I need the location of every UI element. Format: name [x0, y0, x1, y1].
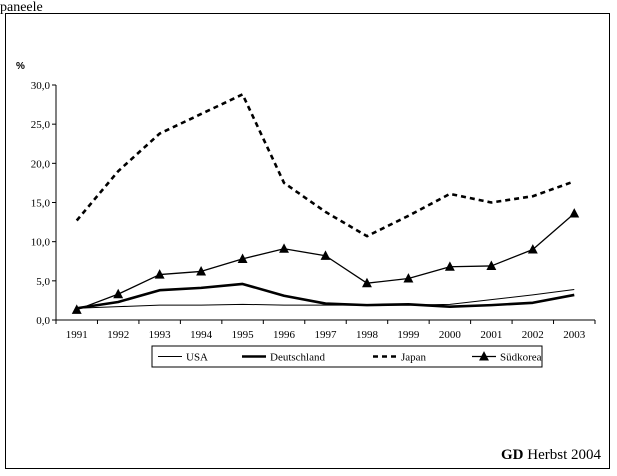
- series-line-japan: [75, 93, 575, 238]
- chart-frame: [5, 13, 610, 469]
- x-tick-label: 1994: [190, 329, 213, 341]
- source-note: GD Herbst 2004: [501, 447, 601, 464]
- x-tick-label: 1999: [397, 329, 420, 341]
- series-marker-s-dkorea: [113, 288, 124, 299]
- legend-box: [151, 345, 543, 368]
- series-marker-s-dkorea: [154, 269, 165, 279]
- x-tick-label: 1993: [149, 329, 172, 341]
- series-marker-s-dkorea: [486, 260, 497, 270]
- source-brand: GD: [501, 447, 524, 463]
- x-tick-label: 2000: [439, 329, 462, 341]
- series-line-deutschland: [76, 282, 575, 310]
- series-line-s-dkorea: [76, 212, 575, 311]
- chart-series: [71, 93, 580, 314]
- legend-label-usa: USA: [186, 352, 208, 364]
- y-tick-label: 15,0: [31, 198, 51, 210]
- x-tick-label: 2002: [522, 329, 544, 341]
- y-tick-label: 20,0: [31, 158, 51, 170]
- y-tick-label: 25,0: [31, 119, 51, 131]
- header-text: paneele: [0, 0, 43, 15]
- chart-axes: 0,0 5,0 10,0 15,0 20,0 25,0 30,0 1991 1992 1993 19…: [31, 80, 596, 341]
- y-tick-label: 30,0: [31, 80, 51, 92]
- series-marker-s-dkorea: [320, 250, 331, 260]
- legend-marker-s-dkorea: [479, 351, 489, 361]
- x-tick-label: 1998: [356, 329, 379, 341]
- series-marker-s-dkorea: [237, 253, 248, 263]
- series-marker-s-dkorea: [403, 273, 414, 283]
- x-tick-label: 1997: [315, 329, 338, 341]
- x-tick-label: 1991: [66, 329, 88, 341]
- x-tick-label: 2003: [563, 329, 586, 341]
- series-marker-s-dkorea: [279, 243, 289, 253]
- y-tick-label: 5,0: [36, 276, 50, 288]
- series-marker-s-dkorea: [196, 266, 207, 276]
- series-marker-s-dkorea: [444, 261, 455, 271]
- series-marker-s-dkorea: [527, 244, 538, 254]
- x-tick-label: 2001: [480, 329, 502, 341]
- series-marker-s-dkorea: [71, 304, 82, 314]
- x-tick-label: 1995: [232, 329, 255, 341]
- chart-legend: USA Deutschland Japan Südkorea: [151, 345, 543, 368]
- legend-label-japan: Japan: [401, 352, 427, 364]
- legend-label-s-dkorea: Südkorea: [500, 352, 542, 364]
- unit-label: %: [16, 61, 25, 72]
- x-tick-label: 1996: [273, 329, 296, 341]
- x-tick-label: 1992: [107, 329, 129, 341]
- source-text: Herbst 2004: [523, 447, 601, 463]
- y-tick-label: 10,0: [31, 237, 51, 249]
- series-marker-s-dkorea: [362, 277, 372, 288]
- y-tick-label: 0,0: [36, 315, 50, 327]
- series-line-usa: [76, 288, 575, 309]
- legend-label-deutschland: Deutschland: [270, 352, 325, 364]
- series-marker-s-dkorea: [569, 208, 580, 218]
